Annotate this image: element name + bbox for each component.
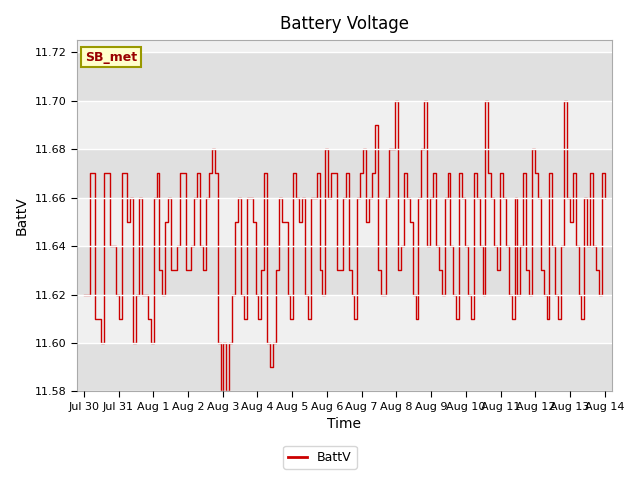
- Bar: [77, 343, 612, 391]
- BattV: [141, 292, 148, 298]
- Bar: [77, 246, 612, 295]
- Bar: [77, 101, 612, 149]
- BattV: [217, 388, 225, 394]
- X-axis label: Time: Time: [327, 418, 361, 432]
- BattV: [589, 243, 597, 249]
- BattV: [89, 170, 97, 176]
- Y-axis label: BattV: BattV: [15, 196, 29, 235]
- BattV: [281, 219, 289, 225]
- Bar: [77, 295, 612, 343]
- BattV: [392, 98, 399, 104]
- Line: BattV: BattV: [84, 101, 605, 391]
- Bar: [77, 198, 612, 246]
- Bar: [77, 52, 612, 101]
- Text: SB_met: SB_met: [85, 51, 137, 64]
- BattV: [188, 243, 195, 249]
- BattV: [80, 292, 88, 298]
- Title: Battery Voltage: Battery Voltage: [280, 15, 409, 33]
- BattV: [548, 243, 556, 249]
- Legend: BattV: BattV: [284, 446, 356, 469]
- Bar: [77, 149, 612, 198]
- BattV: [601, 195, 609, 201]
